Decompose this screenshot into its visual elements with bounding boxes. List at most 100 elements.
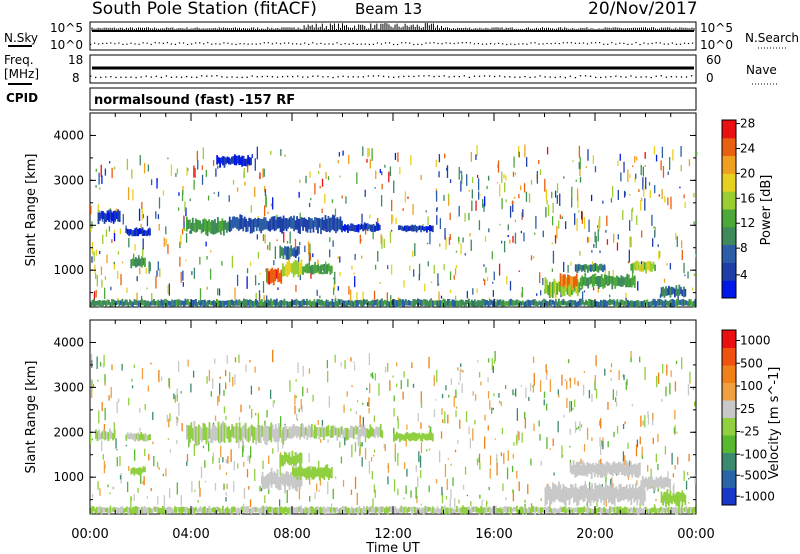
velocity-patch-6 bbox=[125, 432, 151, 442]
freq-label: Freq. bbox=[4, 53, 34, 67]
nave-tick-bottom: 0 bbox=[706, 71, 714, 85]
velocity-colorbar-label-main: Velocity [m s^-1] bbox=[767, 367, 782, 480]
velocity-colorbar-swatch-9 bbox=[722, 330, 736, 348]
power-patch-8 bbox=[97, 209, 121, 225]
power-colorbar-swatch-6 bbox=[722, 173, 736, 192]
freq-tick-top: 18 bbox=[68, 53, 83, 67]
power-colorbar-swatch-7 bbox=[722, 155, 736, 174]
x-tick-label-2: 08:00 bbox=[273, 527, 310, 542]
velocity-colorbar-swatch-7 bbox=[722, 365, 736, 383]
velocity-colorbar-tick-1: 500 bbox=[740, 356, 763, 370]
beam-title: Beam 13 bbox=[355, 0, 422, 18]
power-colorbar-swatch-3 bbox=[722, 226, 736, 246]
power-colorbar: 4 8 12 16 20 24 28 bbox=[721, 117, 755, 299]
velocity-colorbar-swatch-4 bbox=[722, 417, 736, 436]
x-tick-label-5: 20:00 bbox=[576, 527, 613, 542]
nave-trace bbox=[90, 75, 693, 79]
velocity-colorbar-tick-5: -100 bbox=[740, 447, 767, 461]
velocity-colorbar-tick-7: -1000 bbox=[740, 489, 775, 503]
noise-tick-right-top: 10^5 bbox=[700, 21, 733, 35]
velocity-patch-1 bbox=[292, 464, 333, 481]
power-colorbar-tick-2: 12 bbox=[740, 216, 755, 230]
x-axis-label: Time UT bbox=[365, 541, 419, 554]
velocity-colorbar-swatch-0 bbox=[722, 487, 736, 506]
power-patch-7 bbox=[398, 224, 434, 233]
velocity-colorbar-swatch-3 bbox=[722, 435, 736, 453]
noise-tick-left-top: 10^5 bbox=[50, 21, 83, 35]
x-tick-label-3: 12:00 bbox=[374, 527, 411, 542]
station-title: South Pole Station (fitACF) bbox=[92, 0, 317, 19]
velocity-colorbar-swatch-1 bbox=[722, 470, 736, 488]
velocity-ylabel: Slant Range [km] bbox=[24, 361, 39, 474]
x-tick-label-6: 00:00 bbox=[677, 527, 714, 542]
velocity-ytick-label-0: 1000 bbox=[53, 470, 84, 484]
power-patch-14 bbox=[574, 262, 606, 274]
velocity-colorbar-label: Velocity [m s^-1] bbox=[767, 367, 782, 480]
velocity-colorbar-tick-2: 100 bbox=[740, 379, 763, 393]
power-colorbar-swatch-1 bbox=[722, 262, 736, 281]
power-patch-16 bbox=[660, 284, 687, 298]
power-colorbar-swatch-0 bbox=[722, 280, 736, 299]
velocity-patch-4 bbox=[286, 423, 384, 441]
velocity-data bbox=[90, 349, 697, 516]
date-title: 20/Nov/2017 bbox=[588, 0, 698, 19]
x-tick-label-1: 04:00 bbox=[172, 527, 209, 542]
velocity-patch-3 bbox=[185, 420, 288, 447]
power-patch-12 bbox=[559, 273, 578, 290]
cpid-box bbox=[89, 87, 697, 111]
nsky-label: N.Sky bbox=[4, 31, 38, 45]
velocity-colorbar: 1000 500 100 25 -25 -100 -500 -1000 bbox=[721, 329, 775, 506]
noise-search-trace bbox=[90, 42, 694, 46]
power-patch-10 bbox=[130, 256, 146, 269]
power-patch-15 bbox=[630, 260, 656, 274]
power-panel: 1000 2000 3000 4000 bbox=[53, 112, 698, 308]
velocity-colorbar-swatch-5 bbox=[722, 400, 736, 418]
power-patch-9 bbox=[125, 227, 151, 237]
power-colorbar-swatch-8 bbox=[722, 137, 736, 157]
velocity-colorbar-tick-4: -25 bbox=[740, 425, 760, 439]
velocity-colorbar-swatch-6 bbox=[722, 382, 736, 401]
x-tick-label-4: 16:00 bbox=[475, 527, 512, 542]
freq-tick-bottom: 8 bbox=[72, 71, 80, 85]
cpid-text: normalsound (fast) -157 RF bbox=[94, 93, 295, 108]
power-ytick-label-2: 3000 bbox=[53, 173, 84, 187]
power-patch-0 bbox=[266, 267, 283, 286]
nave-tick-top: 60 bbox=[706, 53, 721, 67]
velocity-patch-0 bbox=[261, 467, 303, 494]
velocity-patch-7 bbox=[393, 431, 434, 443]
power-colorbar-swatch-9 bbox=[722, 120, 736, 139]
power-colorbar-tick-1: 8 bbox=[740, 241, 748, 255]
power-colorbar-tick-5: 24 bbox=[740, 141, 755, 155]
noise-tick-left-bottom: 10^0 bbox=[50, 38, 83, 52]
velocity-colorbar-tick-0: 1000 bbox=[740, 334, 771, 348]
velocity-colorbar-swatch-2 bbox=[722, 452, 736, 471]
power-ytick-label-1: 2000 bbox=[53, 218, 84, 232]
cpid-label: CPID bbox=[6, 91, 38, 105]
noise-tick-right-bottom: 10^0 bbox=[700, 38, 733, 52]
power-patch-5 bbox=[228, 214, 343, 235]
velocity-panel: 1000 2000 3000 4000 bbox=[53, 319, 697, 516]
power-patch-2 bbox=[302, 262, 333, 275]
velocity-patch-5 bbox=[95, 428, 116, 442]
velocity-patch-9 bbox=[544, 481, 646, 507]
power-colorbar-swatch-5 bbox=[722, 191, 736, 210]
noise-sky-trace bbox=[89, 23, 695, 32]
freq-nave-panel bbox=[89, 54, 697, 84]
power-colorbar-swatch-4 bbox=[722, 209, 736, 228]
power-patch-3 bbox=[279, 245, 300, 260]
velocity-colorbar-swatch-8 bbox=[722, 347, 736, 366]
x-tick-label-0: 00:00 bbox=[71, 527, 108, 542]
velocity-ytick-label-3: 4000 bbox=[53, 335, 84, 349]
freq-unit-label: [MHz] bbox=[4, 67, 39, 81]
x-tick-labels: 00:00 04:00 08:00 12:00 16:00 20:00 00:00 bbox=[71, 527, 714, 542]
velocity-ytick-label-2: 3000 bbox=[53, 380, 84, 394]
power-ytick-label-0: 1000 bbox=[53, 263, 84, 277]
velocity-patch-10 bbox=[569, 459, 641, 480]
velocity-patch-13 bbox=[90, 505, 697, 516]
velocity-patch-8 bbox=[130, 466, 146, 477]
velocity-patch-11 bbox=[640, 475, 672, 492]
power-ytick-label-3: 4000 bbox=[53, 128, 84, 142]
nave-label: Nave bbox=[746, 63, 777, 77]
power-colorbar-tick-0: 4 bbox=[740, 268, 748, 282]
